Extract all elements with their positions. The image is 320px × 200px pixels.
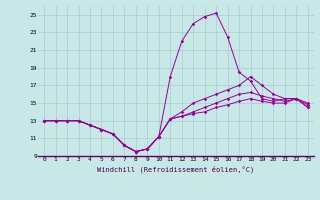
X-axis label: Windchill (Refroidissement éolien,°C): Windchill (Refroidissement éolien,°C) xyxy=(97,165,255,173)
